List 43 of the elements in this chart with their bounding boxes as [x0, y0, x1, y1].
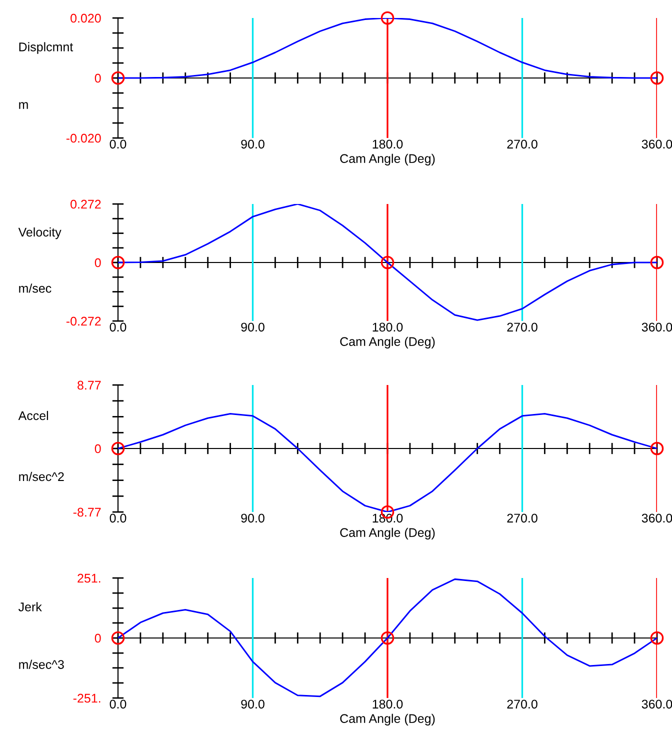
x-tick-label: 360.0 — [642, 514, 672, 523]
y-tick-label: -8.77 — [73, 508, 101, 517]
x-tick-label: 90.0 — [241, 322, 264, 332]
x-tick-label: 360.0 — [642, 322, 672, 332]
text: m — [19, 102, 28, 109]
y-tick-label: 251. — [78, 574, 100, 583]
y-tick-label: -0.272 — [66, 316, 101, 326]
x-axis-title: Cam Angle (Deg) — [340, 714, 435, 726]
x-tick-label: 90.0 — [241, 514, 264, 523]
y-tick-label: 0 — [94, 258, 101, 268]
x-tick-label: 270.0 — [507, 700, 538, 709]
x-tick-label: 90.0 — [241, 140, 264, 149]
y-tick-label: 0 — [94, 444, 101, 454]
x-tick-label: 0.0 — [110, 700, 126, 709]
y-axis-title: Velocity — [18, 227, 62, 240]
y-tick-label: 0.020 — [70, 14, 101, 23]
x-tick-label: 0.0 — [110, 322, 126, 332]
y-tick-label: 0 — [94, 74, 101, 83]
x-tick-label: 0.0 — [110, 514, 126, 523]
x-tick-label: 270.0 — [507, 514, 538, 523]
text: m/sec — [19, 284, 52, 293]
x-tick-label: 0.0 — [110, 140, 126, 149]
x-tick-label: 180.0 — [372, 322, 403, 332]
x-axis-title: Cam Angle (Deg) — [340, 528, 435, 540]
x-tick-label: 90.0 — [241, 700, 264, 709]
x-tick-label: 360.0 — [642, 140, 672, 149]
y-axis-title: Jerk — [18, 602, 42, 612]
y-axis-title: Accel — [18, 410, 48, 420]
y-tick-label: -0.020 — [66, 134, 101, 143]
y-tick-label: 0.272 — [70, 200, 101, 209]
text: m/sec^2 — [19, 472, 64, 482]
x-tick-label: 270.0 — [507, 322, 538, 332]
x-axis-title: Cam Angle (Deg) — [340, 336, 435, 348]
text: m/sec^3 — [19, 660, 64, 669]
y-tick-label: -251. — [73, 694, 100, 703]
x-tick-label: 360.0 — [642, 700, 672, 709]
x-tick-label: 180.0 — [372, 700, 403, 709]
x-axis-title: Cam Angle (Deg) — [340, 154, 435, 166]
y-tick-label: 0 — [94, 634, 101, 643]
x-tick-label: 180.0 — [372, 140, 403, 149]
y-axis-title: Displcmnt — [19, 42, 74, 54]
x-tick-label: 270.0 — [507, 140, 538, 149]
y-tick-label: 8.77 — [78, 380, 101, 390]
